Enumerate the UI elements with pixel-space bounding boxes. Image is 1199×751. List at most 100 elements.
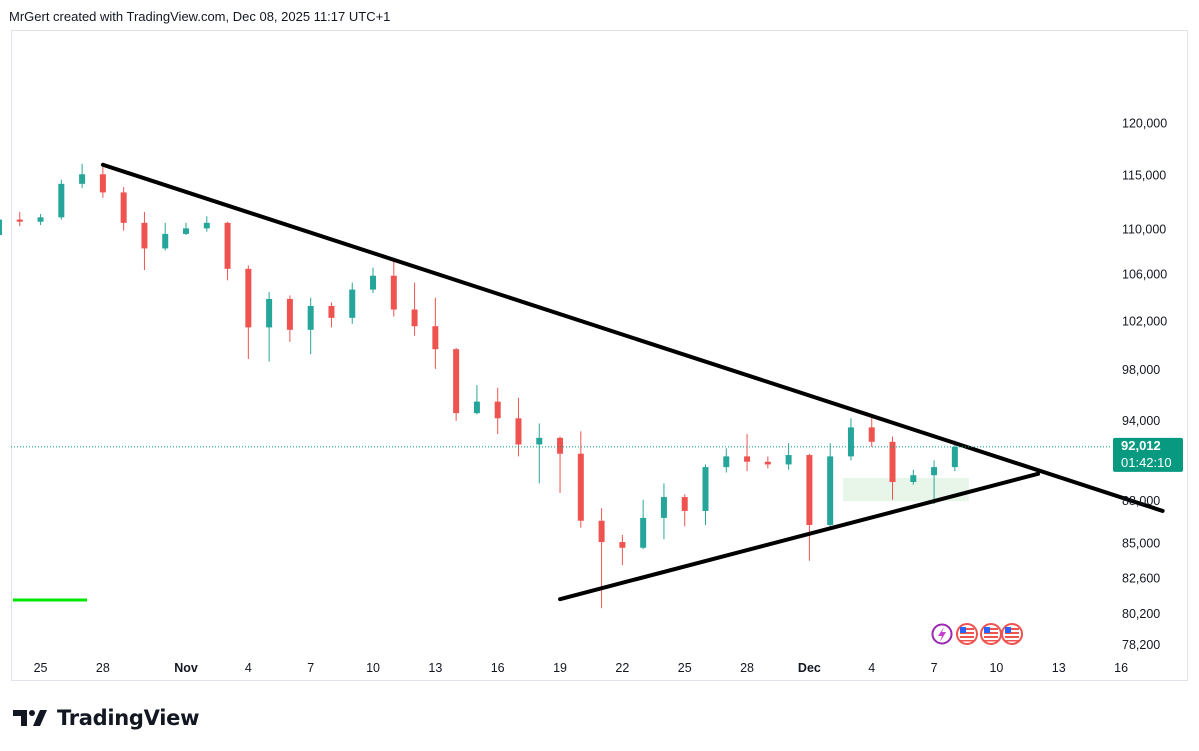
candle <box>453 347 460 421</box>
us-flag-event-icon[interactable] <box>980 623 1002 645</box>
candle <box>702 464 709 525</box>
candle <box>785 443 792 470</box>
candle <box>349 282 356 324</box>
candle-body <box>120 192 127 223</box>
chart-frame <box>11 30 1188 681</box>
candle-body <box>557 437 564 454</box>
candle-body <box>744 456 751 462</box>
time-axis-label: 10 <box>366 661 380 675</box>
candle <box>557 436 564 493</box>
price-axis-label: 106,000 <box>1122 268 1167 282</box>
price-tag-price: 92,012 <box>1121 438 1161 453</box>
candle <box>286 295 293 342</box>
candle <box>744 433 751 472</box>
candle <box>910 469 917 485</box>
event-icons[interactable] <box>931 623 1023 645</box>
candle-body <box>432 326 439 350</box>
time-axis-label: 4 <box>245 661 252 675</box>
candle <box>370 267 377 294</box>
candle-body <box>723 456 730 468</box>
candle-body <box>183 228 189 234</box>
candle <box>681 494 688 527</box>
time-axis-label: 25 <box>678 661 692 675</box>
price-axis-label: 78,200 <box>1122 638 1160 652</box>
candle <box>847 418 854 461</box>
time-axis-label: 4 <box>868 661 875 675</box>
price-tag-countdown: 01:42:10 <box>1121 455 1172 470</box>
candle <box>266 291 273 362</box>
candle <box>328 302 335 328</box>
candle-body <box>141 222 148 249</box>
price-axis-label: 82,600 <box>1122 571 1160 585</box>
candle <box>619 534 626 566</box>
candle-body <box>806 455 813 525</box>
candle-body <box>245 268 252 328</box>
tradingview-brand[interactable]: TradingView <box>13 705 199 731</box>
price-axis: 120,000 115,000 110,000 106,000 102,000 98,00… <box>1122 117 1167 653</box>
candle-body <box>307 305 314 330</box>
candle <box>494 387 501 434</box>
tradingview-logo-icon <box>13 710 47 726</box>
candle <box>660 483 667 540</box>
candle <box>432 297 439 369</box>
price-axis-label: 80,200 <box>1122 607 1160 621</box>
price-axis-label: 94,000 <box>1122 414 1160 428</box>
candle-body <box>286 298 293 330</box>
candle-body <box>0 219 2 236</box>
candle <box>16 211 23 227</box>
candle-body <box>536 437 543 445</box>
candle <box>598 508 605 609</box>
time-axis-label: 16 <box>1114 661 1128 675</box>
time-axis-label: 22 <box>615 661 629 675</box>
candle <box>0 219 2 236</box>
candle-body <box>660 497 667 518</box>
candle-body <box>349 289 356 318</box>
price-axis-label: 115,000 <box>1122 168 1166 182</box>
candle <box>827 443 834 530</box>
candle <box>99 162 106 198</box>
candle-body <box>868 427 875 442</box>
candle <box>577 431 584 528</box>
lightning-event-icon[interactable] <box>931 623 953 645</box>
candle <box>37 214 44 226</box>
candle <box>806 453 813 561</box>
candle-body <box>702 467 709 511</box>
time-axis-label: 7 <box>307 661 314 675</box>
candle-body <box>577 453 584 521</box>
candle-body <box>681 497 688 511</box>
candle-body <box>598 520 605 543</box>
price-axis-label: 102,000 <box>1122 314 1167 328</box>
candle <box>889 436 896 500</box>
candle-body <box>99 174 106 193</box>
descending-trendline <box>100 162 1165 513</box>
support-zone-layer <box>842 477 969 502</box>
trendlines-layer <box>100 162 1165 602</box>
candle-body <box>16 219 23 222</box>
time-axis-label: 7 <box>931 661 938 675</box>
time-axis-label: 25 <box>34 661 48 675</box>
candle <box>473 385 480 415</box>
us-flag-event-icon[interactable] <box>956 623 978 645</box>
time-axis: 25 28 Nov 4 7 10 13 16 19 22 25 28 Dec 4 7 10 13 16 <box>34 661 1129 675</box>
price-tag: 92,012 01:42:10 <box>1113 437 1183 472</box>
candle-body <box>390 275 397 310</box>
candle-body <box>328 305 335 318</box>
time-axis-label: 13 <box>428 661 442 675</box>
candle-body <box>411 309 418 327</box>
candle-body <box>889 441 896 482</box>
candle <box>224 221 231 281</box>
time-axis-label: 19 <box>553 661 567 675</box>
candle-body <box>619 542 626 548</box>
candle-body <box>224 222 231 269</box>
candle-body <box>910 475 917 482</box>
candle <box>307 297 314 355</box>
us-flag-event-icon[interactable] <box>1001 623 1023 645</box>
candle <box>120 187 127 231</box>
tradingview-wordmark: TradingView <box>57 706 200 730</box>
candle-body <box>79 174 86 184</box>
candle-body <box>203 222 210 229</box>
candle-body <box>266 298 273 328</box>
candle-body <box>58 183 65 218</box>
candle-body <box>827 456 834 525</box>
